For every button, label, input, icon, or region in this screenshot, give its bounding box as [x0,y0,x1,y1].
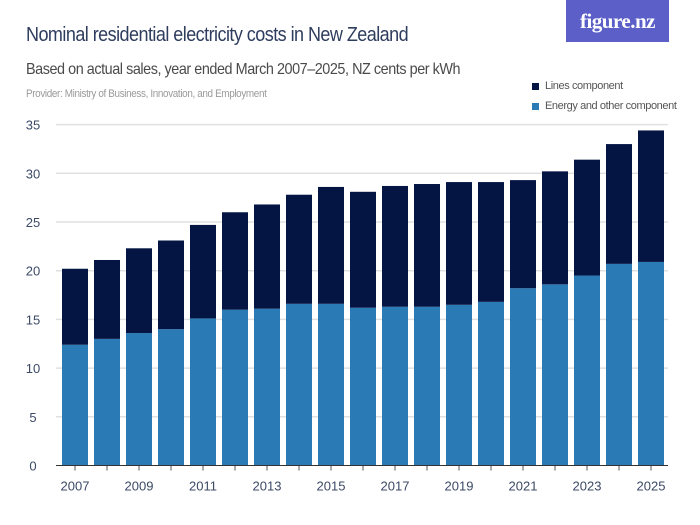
x-tick-label: 2007 [61,479,90,494]
bar-energy-2017 [382,306,408,466]
legend-swatch-lines [532,82,539,90]
bar-energy-2020 [478,301,504,466]
y-tick-label: 0 [29,459,36,474]
x-tick-label: 2025 [637,479,666,494]
bar-energy-2008 [94,338,120,466]
bar-lines-2025 [638,130,664,262]
bar-energy-2021 [510,288,536,466]
bar-lines-2011 [190,224,216,319]
bar-energy-2025 [638,261,664,466]
bar-lines-2022 [542,171,568,285]
x-tick-label: 2019 [445,479,474,494]
bar-lines-2009 [126,248,152,334]
bar-energy-2010 [158,329,184,466]
y-tick-label: 30 [26,166,40,181]
bar-energy-2011 [190,318,216,466]
bar-lines-2008 [94,259,120,339]
bar-energy-2023 [574,275,600,466]
bar-lines-2014 [286,194,312,304]
bar-energy-2018 [414,306,440,466]
x-tick-label: 2009 [125,479,154,494]
y-tick-label: 10 [26,361,40,376]
y-tick-label: 35 [26,118,40,133]
bar-energy-2019 [446,304,472,466]
bar-energy-2014 [286,303,312,466]
x-tick-label: 2013 [253,479,282,494]
bar-energy-2022 [542,284,568,466]
bar-lines-2007 [62,268,88,345]
chart-subtitle: Based on actual sales, year ended March … [26,61,461,78]
bar-lines-2020 [478,182,504,302]
legend-swatch-energy [532,102,539,110]
legend-item-energy: Energy and other component [532,96,677,116]
x-tick-label: 2023 [573,479,602,494]
figure-nz-logo[interactable]: figure.nz [566,0,669,42]
bar-lines-2016 [350,191,376,308]
x-tick-label: 2017 [381,479,410,494]
y-tick-label: 5 [29,410,36,425]
y-tick-label: 15 [26,312,40,327]
bar-energy-2009 [126,333,152,466]
bar-energy-2007 [62,344,88,466]
bar-energy-2013 [254,308,280,466]
bar-lines-2024 [606,144,632,264]
bar-lines-2012 [222,212,248,310]
bar-energy-2016 [350,307,376,466]
bar-lines-2023 [574,159,600,276]
x-tick-label: 2021 [509,479,538,494]
legend: Lines component Energy and other compone… [532,76,677,116]
bar-lines-2018 [414,184,440,307]
bar-lines-2019 [446,182,472,305]
legend-item-lines: Lines component [532,76,676,96]
chart-title: Nominal residential electricity costs in… [26,24,409,46]
x-tick-label: 2011 [189,479,217,494]
bar-lines-2013 [254,204,280,309]
provider-note: Provider: Ministry of Business, Innovati… [26,88,267,100]
legend-label-energy: Energy and other component [545,100,677,112]
legend-label-lines: Lines component [545,80,623,92]
y-tick-label: 20 [26,264,40,279]
bar-lines-2021 [510,180,536,289]
x-tick-label: 2015 [317,479,346,494]
bar-energy-2012 [222,309,248,466]
bar-energy-2024 [606,263,632,466]
bar-lines-2015 [318,186,344,304]
y-tick-label: 25 [26,215,40,230]
bar-energy-2015 [318,303,344,466]
bar-lines-2017 [382,185,408,307]
bar-lines-2010 [158,240,184,330]
